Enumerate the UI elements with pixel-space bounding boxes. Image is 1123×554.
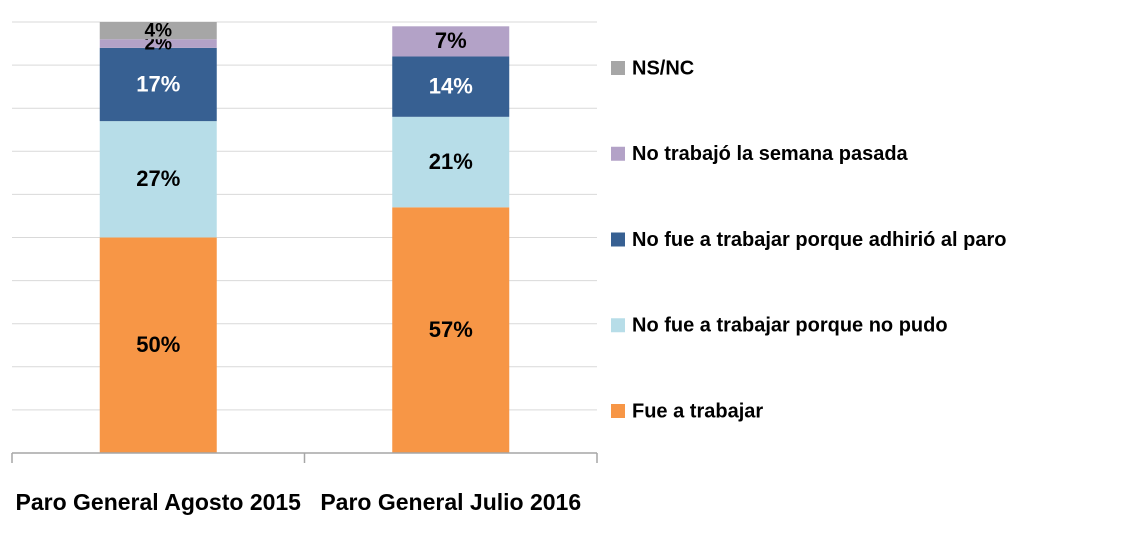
legend-label: No fue a trabajar porque adhirió al paro xyxy=(632,229,1007,251)
bar-segment xyxy=(392,116,510,208)
data-label: 27% xyxy=(136,166,180,191)
legend-label: NS/NC xyxy=(632,57,694,79)
data-label: 4% xyxy=(145,21,173,42)
bar-segment xyxy=(99,121,217,238)
data-label: 50% xyxy=(136,332,180,357)
x-tick-label: Paro General Agosto 2015 xyxy=(15,489,301,515)
legend-label: Fue a trabajar xyxy=(632,400,763,422)
legend-swatch xyxy=(611,146,625,161)
legend-label: No fue a trabajar porque no pudo xyxy=(632,315,948,337)
data-label: 14% xyxy=(429,73,473,98)
bar-segment xyxy=(99,39,217,48)
bar-segment xyxy=(99,22,217,40)
data-label: 21% xyxy=(429,149,473,174)
bar-segment xyxy=(392,56,510,117)
legend-swatch xyxy=(611,404,625,418)
data-label: 57% xyxy=(429,317,473,342)
data-label: 17% xyxy=(136,71,180,96)
bar-segment xyxy=(99,47,217,122)
bar-segment xyxy=(99,237,217,453)
legend-swatch xyxy=(611,232,625,247)
bar-segment xyxy=(392,26,510,57)
legend-swatch xyxy=(611,61,625,75)
legend-label: No trabajó la semana pasada xyxy=(632,143,909,165)
bar-segment xyxy=(392,207,510,453)
data-label: 7% xyxy=(435,28,467,53)
legend-swatch xyxy=(611,318,625,333)
x-tick-label: Paro General Julio 2016 xyxy=(320,489,582,515)
